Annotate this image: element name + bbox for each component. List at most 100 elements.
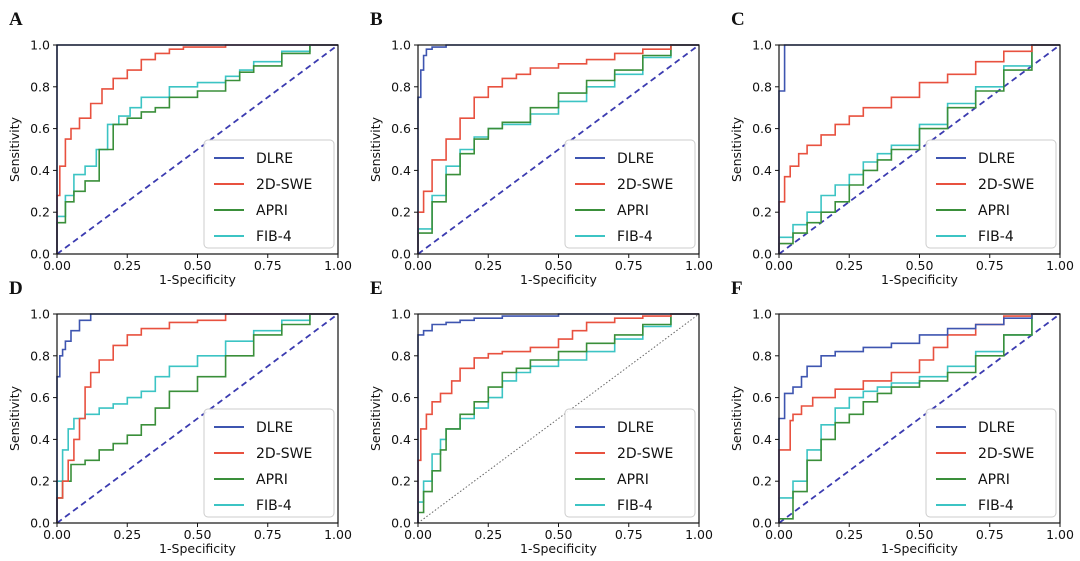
panel-letter: D bbox=[9, 278, 23, 299]
y-tick-label: 0.4 bbox=[30, 432, 50, 447]
reference-diagonal bbox=[56, 44, 339, 255]
legend-box bbox=[203, 408, 335, 518]
x-tick-label: 0.75 bbox=[976, 527, 1004, 542]
x-tick-label: 0.50 bbox=[545, 527, 573, 542]
panel-e: E 0.00 0.25 0.50 0.75 1.00 0.0 0.2 0.4 0.6 0.8 1.0 1… bbox=[368, 278, 713, 556]
y-tick-label: 0.0 bbox=[752, 247, 772, 262]
roc-curve-dlre bbox=[56, 313, 338, 523]
y-axis-label: Sensitivity bbox=[368, 116, 383, 182]
x-tick-label: 0.00 bbox=[765, 258, 793, 273]
y-axis-label: Sensitivity bbox=[7, 116, 22, 182]
x-tick-label: 1.00 bbox=[324, 258, 352, 273]
legend-label: FIB-4 bbox=[256, 498, 292, 514]
y-tick-label: 0.6 bbox=[391, 390, 411, 405]
x-axis-label: 1-Specificity bbox=[881, 272, 958, 287]
x-axis-label: 1-Specificity bbox=[520, 272, 597, 287]
reference-diagonal bbox=[417, 313, 700, 524]
panel-a: A 0.00 0.25 0.50 0.75 1.00 0.0 0.2 0.4 0.6 0.8 1.0 1… bbox=[7, 9, 352, 287]
legend-label: DLRE bbox=[256, 420, 293, 436]
x-tick-label: 0.75 bbox=[615, 527, 643, 542]
y-tick-label: 0.0 bbox=[391, 516, 411, 531]
y-axis-label: Sensitivity bbox=[368, 385, 383, 451]
legend: DLRE 2D-SWE APRI FIB-4 bbox=[203, 408, 335, 518]
x-tick-label: 1.00 bbox=[324, 527, 352, 542]
x-tick-label: 0.00 bbox=[404, 258, 432, 273]
y-tick-label: 0.2 bbox=[752, 205, 772, 220]
y-tick-label: 0.2 bbox=[391, 474, 411, 489]
roc-curve-2d-swe bbox=[56, 44, 338, 254]
x-tick-label: 0.25 bbox=[113, 258, 141, 273]
panel-letter: F bbox=[731, 278, 743, 299]
x-tick-label: 0.50 bbox=[906, 527, 934, 542]
reference-diagonal bbox=[778, 313, 1061, 524]
panel-d: D 0.00 0.25 0.50 0.75 1.00 0.0 0.2 0.4 0.6 0.8 1.0 1… bbox=[7, 278, 352, 556]
y-tick-label: 0.2 bbox=[30, 205, 50, 220]
x-tick-label: 0.25 bbox=[474, 258, 502, 273]
legend-box bbox=[564, 408, 696, 518]
legend-label: 2D-SWE bbox=[256, 446, 312, 462]
y-tick-label: 1.0 bbox=[30, 307, 50, 322]
roc-curve-2d-swe bbox=[417, 44, 699, 254]
x-tick-label: 0.00 bbox=[43, 258, 71, 273]
x-tick-label: 0.50 bbox=[906, 258, 934, 273]
legend-label: APRI bbox=[978, 472, 1010, 488]
legend-label: APRI bbox=[978, 203, 1010, 219]
legend-label: DLRE bbox=[617, 420, 654, 436]
legend-label: FIB-4 bbox=[256, 229, 292, 245]
y-tick-label: 0.0 bbox=[391, 247, 411, 262]
y-axis-label: Sensitivity bbox=[729, 116, 744, 182]
legend-box bbox=[925, 408, 1057, 518]
x-axis-label: 1-Specificity bbox=[159, 541, 236, 556]
legend-label: FIB-4 bbox=[617, 229, 653, 245]
y-axis-label: Sensitivity bbox=[7, 385, 22, 451]
y-tick-label: 1.0 bbox=[391, 38, 411, 53]
roc-curve-dlre bbox=[778, 313, 1060, 523]
roc-curve-apri bbox=[417, 313, 699, 523]
legend-box bbox=[203, 139, 335, 249]
y-tick-label: 0.6 bbox=[752, 390, 772, 405]
legend-box bbox=[564, 139, 696, 249]
y-tick-label: 0.4 bbox=[391, 432, 411, 447]
y-tick-label: 0.8 bbox=[30, 79, 50, 94]
y-tick-label: 0.6 bbox=[30, 390, 50, 405]
roc-curve-apri bbox=[56, 44, 338, 254]
legend-label: APRI bbox=[617, 472, 649, 488]
y-tick-label: 0.8 bbox=[752, 79, 772, 94]
legend-label: 2D-SWE bbox=[978, 446, 1034, 462]
y-tick-label: 0.8 bbox=[30, 348, 50, 363]
y-tick-label: 0.4 bbox=[391, 163, 411, 178]
legend: DLRE 2D-SWE APRI FIB-4 bbox=[564, 408, 696, 518]
x-tick-label: 1.00 bbox=[685, 527, 713, 542]
reference-diagonal bbox=[56, 313, 339, 524]
y-tick-label: 0.6 bbox=[30, 121, 50, 136]
y-tick-label: 0.8 bbox=[391, 79, 411, 94]
y-tick-label: 1.0 bbox=[30, 38, 50, 53]
y-tick-label: 0.8 bbox=[752, 348, 772, 363]
legend-label: 2D-SWE bbox=[978, 177, 1034, 193]
roc-curve-2d-swe bbox=[778, 44, 1060, 254]
legend: DLRE 2D-SWE APRI FIB-4 bbox=[925, 408, 1057, 518]
x-tick-label: 0.50 bbox=[545, 258, 573, 273]
y-tick-label: 0.0 bbox=[752, 516, 772, 531]
y-tick-label: 1.0 bbox=[752, 307, 772, 322]
legend: DLRE 2D-SWE APRI FIB-4 bbox=[564, 139, 696, 249]
reference-diagonal bbox=[417, 44, 700, 255]
legend-label: APRI bbox=[256, 203, 288, 219]
y-tick-label: 0.4 bbox=[752, 432, 772, 447]
roc-curve-fib-4 bbox=[56, 44, 338, 254]
legend-label: FIB-4 bbox=[978, 498, 1014, 514]
x-tick-label: 0.00 bbox=[43, 527, 71, 542]
legend-label: FIB-4 bbox=[978, 229, 1014, 245]
legend-label: APRI bbox=[256, 472, 288, 488]
x-tick-label: 0.00 bbox=[765, 527, 793, 542]
legend-label: 2D-SWE bbox=[256, 177, 312, 193]
y-tick-label: 0.4 bbox=[30, 163, 50, 178]
legend-label: FIB-4 bbox=[617, 498, 653, 514]
panel-letter: C bbox=[731, 9, 745, 30]
legend-label: APRI bbox=[617, 203, 649, 219]
roc-curve-apri bbox=[417, 44, 699, 254]
roc-curve-apri bbox=[778, 44, 1060, 254]
y-tick-label: 0.4 bbox=[752, 163, 772, 178]
x-axis-label: 1-Specificity bbox=[159, 272, 236, 287]
x-tick-label: 1.00 bbox=[1046, 258, 1074, 273]
